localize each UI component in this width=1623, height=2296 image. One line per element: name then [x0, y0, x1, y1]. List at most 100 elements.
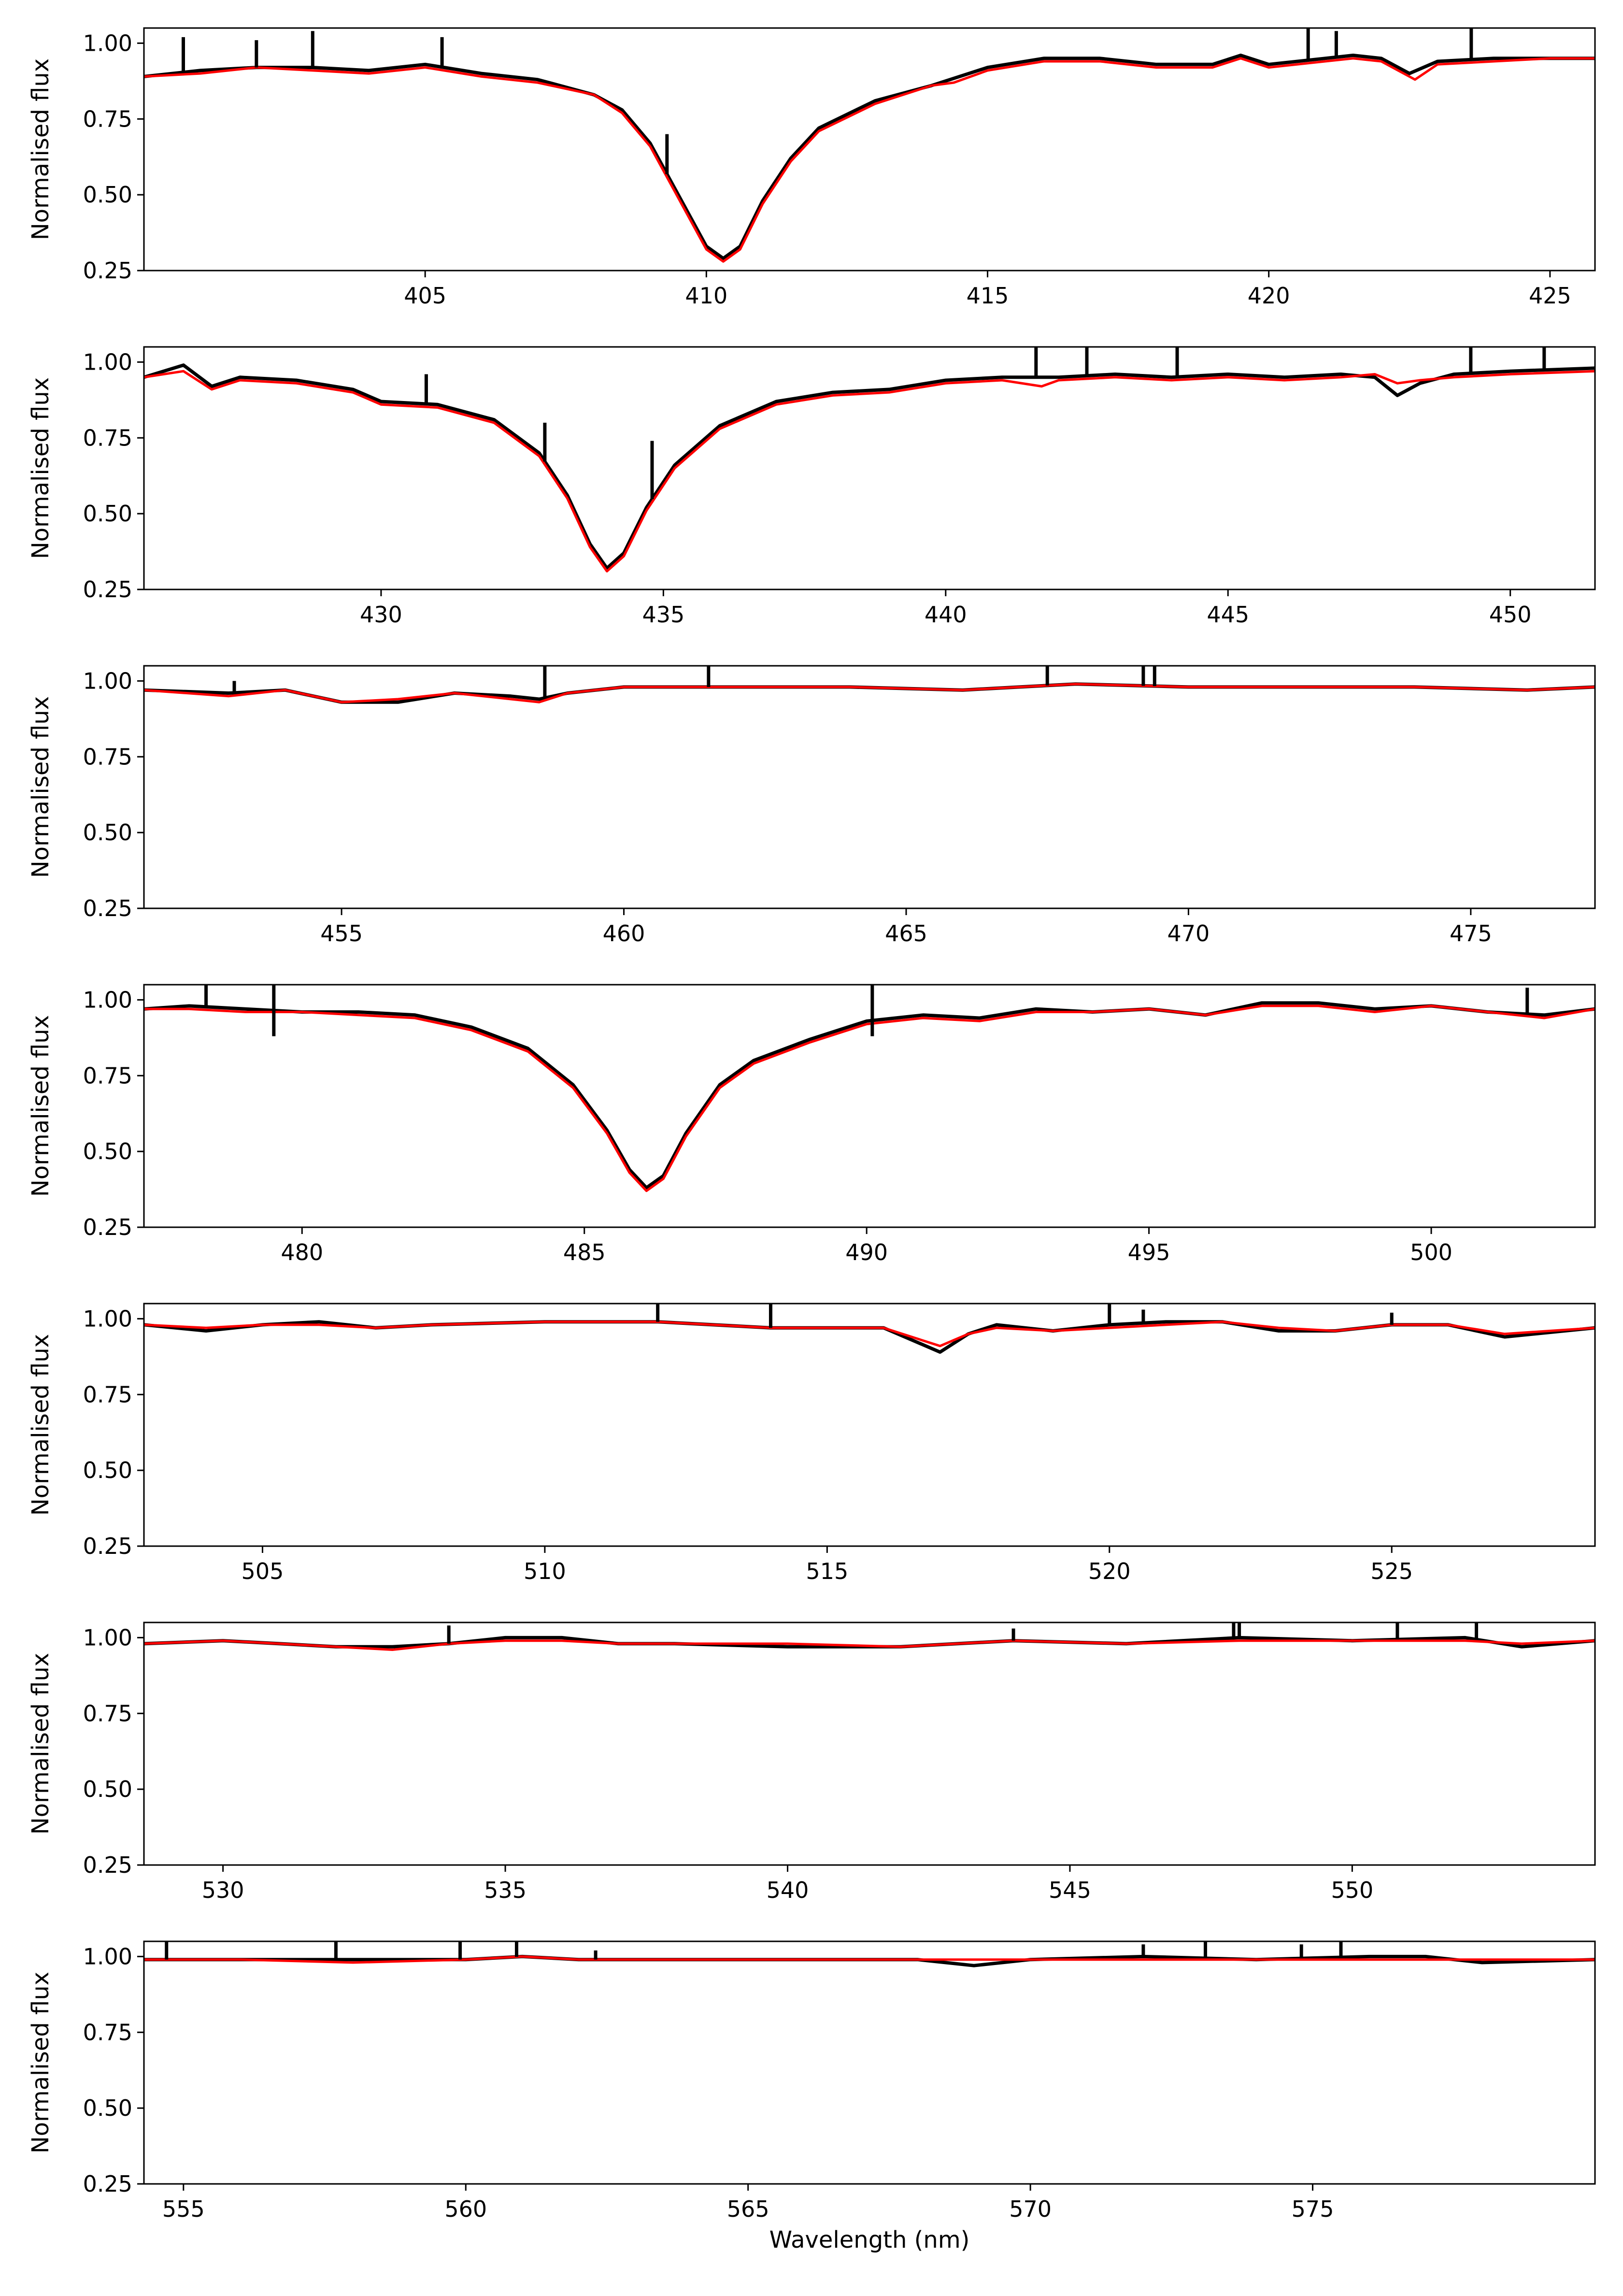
- panel-frame: [143, 1940, 1596, 2185]
- y-tick-label: 0.50: [83, 182, 132, 208]
- x-tick-label: 500: [1410, 1239, 1452, 1265]
- x-tick-label: 435: [642, 602, 684, 628]
- x-tick-label: 425: [1529, 283, 1571, 309]
- model-spectrum-line: [144, 1004, 1595, 1192]
- y-tick-label: 0.75: [83, 744, 132, 770]
- y-tick-label: 1.00: [83, 668, 132, 694]
- y-axis-label: Normalised flux: [27, 377, 54, 559]
- observed-spectrum-line: [144, 54, 1595, 260]
- y-tick-label: 0.75: [83, 2019, 132, 2045]
- x-tick-label: 495: [1128, 1239, 1170, 1265]
- x-tick-label: 510: [524, 1558, 566, 1584]
- x-tick-label: 475: [1450, 920, 1492, 947]
- model-spectrum-line: [144, 683, 1595, 703]
- y-tick-label: 0.25: [83, 895, 132, 921]
- x-tick-label: 460: [603, 920, 645, 947]
- x-tick-label: 430: [360, 602, 402, 628]
- panel-frame: [143, 984, 1596, 1228]
- y-tick-label: 0.25: [83, 2171, 132, 2197]
- x-tick-label: 465: [885, 920, 927, 947]
- panel-4: 0.25 0.50 0.75 1.00 480 485 490 495 500 Normalise…: [27, 984, 1596, 1265]
- y-tick-label: 0.25: [83, 1852, 132, 1878]
- y-tick-label: 0.50: [83, 501, 132, 527]
- observed-spectrum-line: [144, 1001, 1595, 1190]
- panel-7: 0.25 0.50 0.75 1.00 555 560 565 570 575 Normalise…: [27, 1940, 1596, 2253]
- y-tick-label: 0.75: [83, 106, 132, 132]
- y-tick-label: 1.00: [83, 30, 132, 56]
- panel-6-data: [144, 1622, 1595, 1651]
- x-tick-label: 470: [1167, 920, 1210, 947]
- panel-7-data: [144, 1941, 1595, 1967]
- panel-5: 0.25 0.50 0.75 1.00 505 510 515 520 525 Normalise…: [27, 1303, 1596, 1584]
- model-spectrum-line: [144, 370, 1595, 573]
- y-tick-label: 0.25: [83, 1214, 132, 1240]
- x-tick-label: 445: [1207, 602, 1249, 628]
- y-tick-label: 1.00: [83, 1306, 132, 1332]
- y-axis-label: Normalised flux: [27, 1015, 54, 1197]
- panel-3-data: [144, 666, 1595, 704]
- y-axis-label: Normalised flux: [27, 58, 54, 240]
- x-tick-label: 505: [242, 1558, 284, 1584]
- y-tick-label: 0.50: [83, 1138, 132, 1164]
- x-tick-label: 520: [1088, 1558, 1131, 1584]
- y-tick-label: 0.50: [83, 1457, 132, 1483]
- y-tick-label: 0.75: [83, 1062, 132, 1089]
- x-tick-label: 565: [727, 2196, 769, 2222]
- panel-4-data: [144, 985, 1595, 1192]
- model-spectrum-line: [144, 57, 1595, 263]
- model-spectrum-line: [144, 1639, 1595, 1651]
- y-tick-label: 1.00: [83, 1624, 132, 1650]
- x-tick-label: 535: [484, 1877, 527, 1903]
- panel-5-data: [144, 1304, 1595, 1354]
- panel-1: 0.25 0.50 0.75 1.00 405 410 415 420 425 Normalise…: [27, 27, 1596, 309]
- panel-frame: [143, 27, 1596, 272]
- y-tick-label: 1.00: [83, 987, 132, 1013]
- model-spectrum-line: [144, 1955, 1595, 1964]
- x-tick-label: 530: [202, 1877, 244, 1903]
- panel-6: 0.25 0.50 0.75 1.00 530 535 540 545 550 Normalise…: [27, 1622, 1596, 1903]
- x-tick-label: 545: [1049, 1877, 1091, 1903]
- y-tick-label: 1.00: [83, 349, 132, 375]
- y-axis-label: Normalised flux: [27, 696, 54, 878]
- x-tick-label: 485: [563, 1239, 606, 1265]
- x-tick-label: 525: [1370, 1558, 1413, 1584]
- panel-1-data: [144, 28, 1595, 263]
- panel-frame: [143, 665, 1596, 909]
- x-tick-label: 415: [967, 283, 1009, 309]
- y-tick-label: 1.00: [83, 1943, 132, 1969]
- y-axis-label: Normalised flux: [27, 1653, 54, 1835]
- y-tick-label: 0.25: [83, 1533, 132, 1559]
- y-tick-label: 0.50: [83, 2095, 132, 2121]
- x-tick-label: 420: [1248, 283, 1290, 309]
- y-tick-label: 0.75: [83, 425, 132, 451]
- y-tick-label: 0.75: [83, 1700, 132, 1726]
- x-tick-label: 515: [806, 1558, 848, 1584]
- x-tick-label: 440: [925, 602, 967, 628]
- panel-2-data: [144, 347, 1595, 573]
- y-tick-label: 0.25: [83, 258, 132, 284]
- x-tick-label: 540: [767, 1877, 809, 1903]
- panel-frame: [143, 346, 1596, 590]
- y-tick-label: 0.50: [83, 1776, 132, 1802]
- y-tick-label: 0.75: [83, 1381, 132, 1407]
- x-tick-label: 490: [845, 1239, 888, 1265]
- model-spectrum-line: [144, 1320, 1595, 1348]
- x-axis-label: Wavelength (nm): [769, 2226, 970, 2253]
- x-tick-label: 455: [320, 920, 363, 947]
- panel-3: 0.25 0.50 0.75 1.00 455 460 465 470 475 Normalise…: [27, 665, 1596, 947]
- x-tick-label: 560: [444, 2196, 487, 2222]
- x-tick-label: 570: [1009, 2196, 1052, 2222]
- x-tick-label: 405: [404, 283, 446, 309]
- y-tick-label: 0.50: [83, 819, 132, 846]
- x-tick-label: 410: [685, 283, 727, 309]
- x-tick-label: 550: [1331, 1877, 1373, 1903]
- y-tick-label: 0.25: [83, 576, 132, 603]
- x-tick-label: 555: [162, 2196, 205, 2222]
- x-tick-label: 575: [1292, 2196, 1334, 2222]
- x-tick-label: 480: [281, 1239, 323, 1265]
- y-axis-label: Normalised flux: [27, 1972, 54, 2153]
- y-axis-label: Normalised flux: [27, 1334, 54, 1516]
- panel-frame: [143, 1622, 1596, 1866]
- panel-frame: [143, 1303, 1596, 1547]
